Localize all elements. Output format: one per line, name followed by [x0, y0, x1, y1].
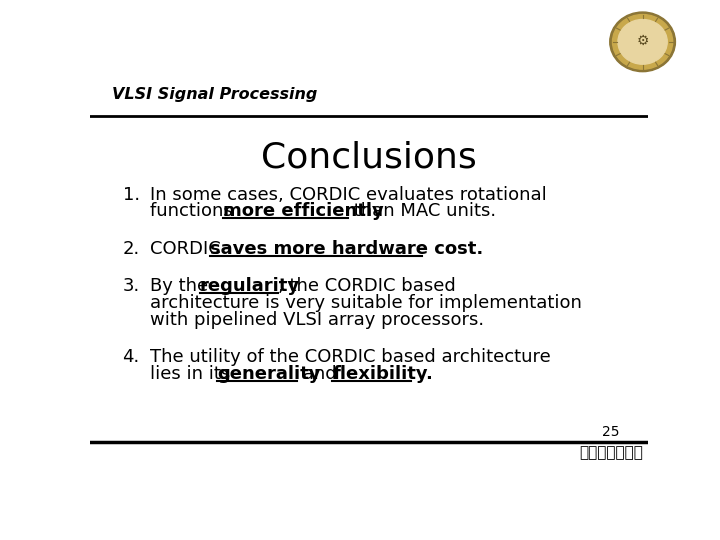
- Text: By the: By the: [150, 277, 215, 295]
- Text: functions: functions: [150, 202, 245, 220]
- Text: 2.: 2.: [122, 240, 140, 258]
- Text: with pipelined VLSI array processors.: with pipelined VLSI array processors.: [150, 311, 485, 329]
- Text: flexibility.: flexibility.: [333, 365, 433, 383]
- Text: and: and: [297, 365, 343, 383]
- Text: The utility of the CORDIC based architecture: The utility of the CORDIC based architec…: [150, 348, 552, 366]
- Text: generality: generality: [217, 365, 320, 383]
- Circle shape: [613, 15, 672, 69]
- Text: 3.: 3.: [122, 277, 140, 295]
- Text: regularity: regularity: [200, 277, 300, 295]
- Text: more efficiently: more efficiently: [223, 202, 384, 220]
- Text: , the CORDIC based: , the CORDIC based: [277, 277, 455, 295]
- Text: 25: 25: [602, 425, 619, 439]
- Text: than MAC units.: than MAC units.: [348, 202, 496, 220]
- Circle shape: [618, 19, 667, 64]
- Text: CORDIC: CORDIC: [150, 240, 227, 258]
- Circle shape: [610, 12, 675, 72]
- Text: architecture is very suitable for implementation: architecture is very suitable for implem…: [150, 294, 582, 312]
- Text: ⚙: ⚙: [636, 33, 649, 48]
- Text: lies in its: lies in its: [150, 365, 236, 383]
- Text: In some cases, CORDIC evaluates rotational: In some cases, CORDIC evaluates rotation…: [150, 186, 547, 204]
- Text: 台大電機吴安宇: 台大電機吴安宇: [579, 446, 643, 461]
- Text: VLSI Signal Processing: VLSI Signal Processing: [112, 86, 317, 102]
- Text: Conclusions: Conclusions: [261, 140, 477, 174]
- Text: 1.: 1.: [122, 186, 140, 204]
- Text: 4.: 4.: [122, 348, 140, 366]
- Text: saves more hardware cost.: saves more hardware cost.: [210, 240, 483, 258]
